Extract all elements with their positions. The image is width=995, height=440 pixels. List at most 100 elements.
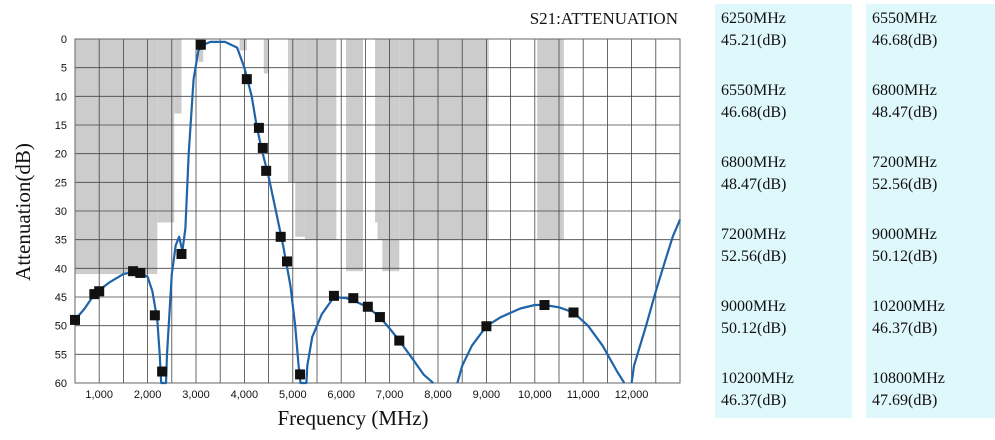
y-tick-labels: 0 5 10 15 20 25 30 35 40 45 50 55 60: [55, 34, 67, 390]
data-marker: [176, 249, 187, 259]
readout-entry: 6800MHz 48.47(dB): [721, 152, 851, 224]
y-tick-label: 10: [55, 91, 67, 103]
data-marker: [281, 256, 292, 267]
y-tick-label: 30: [55, 206, 67, 218]
plot-frame: [74, 38, 681, 384]
data-marker: [394, 335, 405, 346]
data-marker: [149, 310, 160, 321]
x-tick-label: 2,000: [134, 389, 162, 401]
readout-attenuation: 46.68(dB): [721, 104, 787, 121]
mask-column: [537, 39, 564, 240]
mask-column: [157, 39, 175, 223]
data-marker: [157, 366, 168, 377]
readout-entry: 9000MHz 50.12(dB): [721, 296, 851, 368]
readout-frequency: 9000MHz: [721, 298, 786, 315]
x-tick-label: 8,000: [424, 389, 452, 401]
y-tick-label: 0: [61, 34, 67, 46]
series-line: [630, 219, 682, 384]
mask-column: [75, 39, 158, 275]
readout-frequency: 7200MHz: [721, 226, 786, 243]
x-tick-label: 7,000: [376, 389, 404, 401]
spec-mask: [75, 39, 564, 275]
y-tick-label: 15: [55, 120, 67, 132]
mask-column: [382, 39, 400, 272]
readout-entry: 6250MHz 45.21(dB): [721, 8, 851, 80]
readout-attenuation: 46.37(dB): [872, 320, 938, 337]
data-marker: [195, 39, 206, 50]
readout-frequency: 10200MHz: [872, 298, 945, 315]
data-marker: [295, 369, 306, 380]
readout-attenuation: 52.56(dB): [721, 248, 787, 265]
mask-column: [346, 39, 363, 272]
x-tick-labels: 1,000 2,000 3,000 4,000 5,000 6,000 7,000 8,000…: [85, 389, 648, 401]
readout-attenuation: 48.47(dB): [872, 104, 938, 121]
readout-frequency: 6800MHz: [872, 82, 937, 99]
mask-column: [198, 39, 204, 62]
readout-entry: 6550MHz 46.68(dB): [721, 80, 851, 152]
readout-attenuation: 46.37(dB): [721, 392, 787, 409]
data-marker: [241, 74, 252, 85]
data-marker: [253, 122, 264, 133]
mask-column: [375, 39, 378, 223]
data-marker: [374, 312, 385, 323]
y-tick-label: 20: [55, 149, 67, 161]
x-tick-label: 6,000: [327, 389, 355, 401]
readout-entry: 6550MHz 46.68(dB): [872, 8, 995, 80]
mask-column: [287, 39, 296, 183]
data-marker: [275, 231, 286, 242]
data-marker: [568, 307, 579, 318]
x-tick-label: 9,000: [473, 389, 501, 401]
readout-frequency: 6550MHz: [872, 10, 937, 27]
readout-frequency: 10800MHz: [872, 370, 945, 387]
y-tick-label: 55: [55, 349, 67, 361]
readout-attenuation: 50.12(dB): [872, 248, 938, 265]
readout-entry: 10200MHz 46.37(dB): [872, 296, 995, 368]
data-marker: [328, 290, 339, 301]
readout-column-left: 6250MHz 45.21(dB) 6550MHz 46.68(dB) 6800MH…: [721, 8, 851, 440]
y-tick-label: 45: [55, 292, 67, 304]
readout-entry: 10800MHz 47.69(dB): [872, 368, 995, 440]
readout-frequency: 7200MHz: [872, 154, 937, 171]
x-tick-label: 3,000: [182, 389, 210, 401]
chart-title: S21:ATTENUATION: [530, 9, 678, 28]
y-axis-title: Attenuation(dB): [11, 143, 35, 281]
readout-frequency: 6550MHz: [721, 82, 786, 99]
readout-attenuation: 45.21(dB): [721, 32, 787, 49]
x-tick-label: 11,000: [567, 389, 600, 401]
readout-frequency: 6250MHz: [721, 10, 786, 27]
readout-frequency: 6800MHz: [721, 154, 786, 171]
series-line: [456, 303, 626, 384]
mask-column: [399, 39, 489, 240]
data-marker: [128, 266, 139, 277]
data-marker: [539, 300, 550, 311]
x-tick-label: 1,000: [85, 389, 113, 401]
readout-panel-left: [715, 4, 852, 418]
data-marker: [481, 321, 492, 332]
mask-column: [295, 39, 305, 237]
mask-column: [377, 39, 383, 240]
mask-column: [304, 39, 337, 240]
y-tick-label: 50: [55, 321, 67, 333]
readout-panel-right: [866, 4, 995, 418]
readout-attenuation: 50.12(dB): [721, 320, 787, 337]
y-tick-label: 60: [55, 378, 67, 390]
data-marker: [348, 293, 359, 304]
markers: [70, 39, 579, 380]
readout-attenuation: 52.56(dB): [872, 176, 938, 193]
mask-column: [263, 39, 269, 74]
data-marker: [257, 142, 268, 153]
series-line: [74, 40, 434, 385]
x-tick-label: 12,000: [615, 389, 649, 401]
readout-entry: 10200MHz 46.37(dB): [721, 368, 851, 440]
readout-column-right: 6550MHz 46.68(dB) 6800MHz 48.47(dB) 7200MH…: [872, 8, 995, 440]
data-marker: [135, 267, 146, 278]
data-marker: [261, 165, 272, 176]
readout-entry: 7200MHz 52.56(dB): [721, 224, 851, 296]
y-tick-label: 40: [55, 263, 67, 275]
data-marker: [362, 301, 373, 312]
data-marker: [94, 286, 105, 297]
mask-column: [174, 39, 182, 114]
readout-frequency: 9000MHz: [872, 226, 937, 243]
data-marker: [70, 314, 80, 325]
y-tick-label: 5: [61, 63, 67, 75]
